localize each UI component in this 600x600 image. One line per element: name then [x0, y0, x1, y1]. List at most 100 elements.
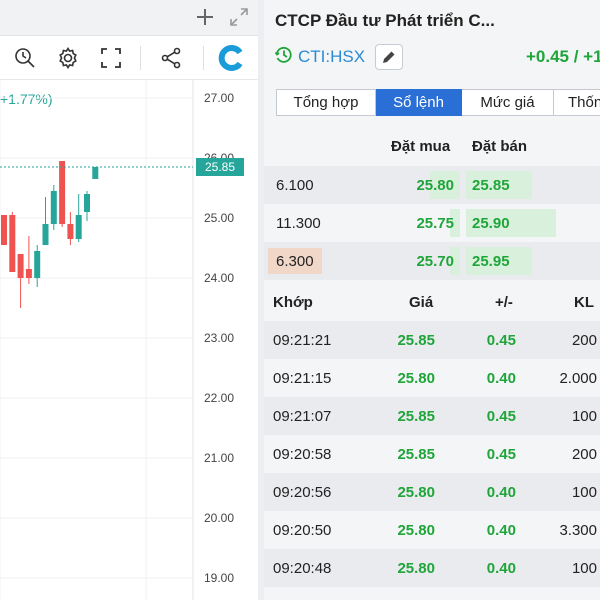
tab-thong-ke[interactable]: Thống [554, 89, 600, 116]
candle [17, 254, 24, 308]
match-price: 25.85 [397, 331, 435, 349]
match-price: 25.85 [397, 407, 435, 425]
match-volume: 1.000 [559, 587, 597, 600]
match-price: 25.80 [397, 521, 435, 539]
order-book-sell-bar [466, 209, 556, 237]
tab-bar: Tổng hợp Sổ lệnh Mức giá Thống [276, 89, 600, 116]
candlestick-chart[interactable]: 27.0026.0025.0024.0023.0022.0021.0020.00… [0, 80, 258, 600]
y-axis-tick-label: 20.00 [204, 511, 234, 525]
candle-body [9, 215, 16, 272]
match-price: 25.85 [397, 587, 435, 600]
match-change: 0.40 [486, 369, 516, 387]
tab-so-lenh[interactable]: Sổ lệnh [376, 89, 462, 116]
y-axis-tick-label: 23.00 [204, 331, 234, 345]
clock-icon [274, 45, 294, 70]
candle [9, 212, 16, 272]
candle-body [75, 215, 82, 239]
order-book-volume: 6.300 [268, 248, 322, 274]
match-table-header: Khớp Giá +/- KL [264, 282, 600, 322]
match-time: 09:20:56 [273, 483, 332, 501]
match-row: 09:20:45 25.85 0.45 1.000 [264, 587, 600, 600]
order-book-volume: 11.300 [276, 214, 321, 232]
settings-icon[interactable] [53, 36, 83, 80]
header-time: Khớp [273, 294, 313, 311]
match-row: 09:20:48 25.80 0.40 100 [264, 549, 600, 587]
order-book-buy-price[interactable]: 25.75 [416, 214, 454, 232]
match-volume: 100 [571, 483, 597, 501]
add-icon[interactable] [192, 4, 218, 30]
toolbar-separator [203, 46, 204, 70]
match-price: 25.80 [397, 483, 435, 501]
pencil-icon [383, 51, 395, 63]
match-price: 25.80 [397, 369, 435, 387]
price-change: +0.45 / +1 [526, 47, 600, 66]
match-change: 0.45 [486, 331, 516, 349]
fullscreen-icon[interactable] [96, 36, 126, 80]
candle-body [92, 167, 99, 179]
chart-change-percent: +1.77%) [0, 91, 53, 107]
candle [50, 185, 57, 230]
expand-icon[interactable] [226, 4, 252, 30]
order-book-sell-price[interactable]: 25.95 [472, 252, 510, 270]
match-row: 09:20:56 25.80 0.40 100 [264, 473, 600, 511]
tab-muc-gia[interactable]: Mức giá [462, 89, 554, 116]
match-change: 0.45 [486, 407, 516, 425]
last-price-tag-bg [196, 158, 244, 176]
match-change: 0.40 [486, 521, 516, 539]
chart-toolbar [0, 36, 258, 80]
match-change: 0.40 [486, 483, 516, 501]
ticker-symbol[interactable]: CTI:HSX [298, 47, 366, 66]
y-axis-tick-label: 24.00 [204, 271, 234, 285]
match-volume: 200 [571, 331, 597, 349]
brand-logo-icon[interactable] [217, 36, 247, 80]
order-book-sell-price[interactable]: 25.85 [472, 176, 510, 194]
order-book-sell-bar [466, 247, 532, 275]
order-book-volume: 6.100 [276, 176, 314, 194]
order-book-buy-bar [450, 247, 460, 275]
candle-body [59, 161, 66, 224]
edit-button[interactable] [375, 44, 404, 70]
chart-top-bar [0, 0, 258, 36]
header-price: Giá [409, 294, 434, 311]
match-time: 09:20:45 [273, 587, 331, 600]
order-book-buy-bar [450, 209, 460, 237]
toolbar-separator [140, 46, 141, 70]
order-book-row: 6.300 25.70 25.95 [264, 242, 600, 280]
candle-body [1, 215, 7, 245]
share-icon[interactable] [156, 36, 186, 80]
match-volume: 3.300 [559, 521, 597, 539]
match-row: 09:21:15 25.80 0.40 2.000 [264, 359, 600, 397]
y-axis-tick-label: 25.00 [204, 211, 234, 225]
match-price: 25.80 [397, 559, 435, 577]
tab-tong-hop[interactable]: Tổng hợp [276, 89, 376, 116]
candle-body [34, 251, 41, 278]
search-chart-icon[interactable] [10, 36, 40, 80]
match-time: 09:20:58 [273, 445, 332, 463]
order-book-row: 6.100 25.80 25.85 [264, 166, 600, 204]
match-row: 09:21:07 25.85 0.45 100 [264, 397, 600, 435]
order-book-buy-price[interactable]: 25.70 [416, 252, 454, 270]
match-time: 09:21:15 [273, 369, 332, 387]
order-book-buy-price[interactable]: 25.80 [416, 176, 454, 194]
y-axis-tick-label: 19.00 [204, 571, 234, 585]
match-time: 09:21:21 [273, 331, 332, 349]
match-change: 0.40 [486, 559, 516, 577]
candle [34, 245, 41, 287]
candle-body [42, 224, 49, 245]
match-row: 09:21:21 25.85 0.45 200 [264, 321, 600, 359]
candle [92, 167, 99, 179]
match-price: 25.85 [397, 445, 435, 463]
candle-body [25, 269, 32, 278]
order-book-sell-price[interactable]: 25.90 [472, 214, 510, 232]
order-book-row: 11.300 25.75 25.90 [264, 204, 600, 242]
candle [67, 212, 74, 245]
candle [25, 236, 32, 284]
match-time: 09:20:48 [273, 559, 332, 577]
stock-detail-panel: CTCP Đầu tư Phát triển C... CTI:HSX +0.4… [264, 0, 600, 600]
y-axis-tick-label: 22.00 [204, 391, 234, 405]
match-row: 09:20:50 25.80 0.40 3.300 [264, 511, 600, 549]
pane-divider[interactable] [258, 0, 264, 600]
candle [84, 191, 90, 221]
ticker-row: CTI:HSX [274, 44, 404, 70]
match-volume: 2.000 [559, 369, 597, 387]
